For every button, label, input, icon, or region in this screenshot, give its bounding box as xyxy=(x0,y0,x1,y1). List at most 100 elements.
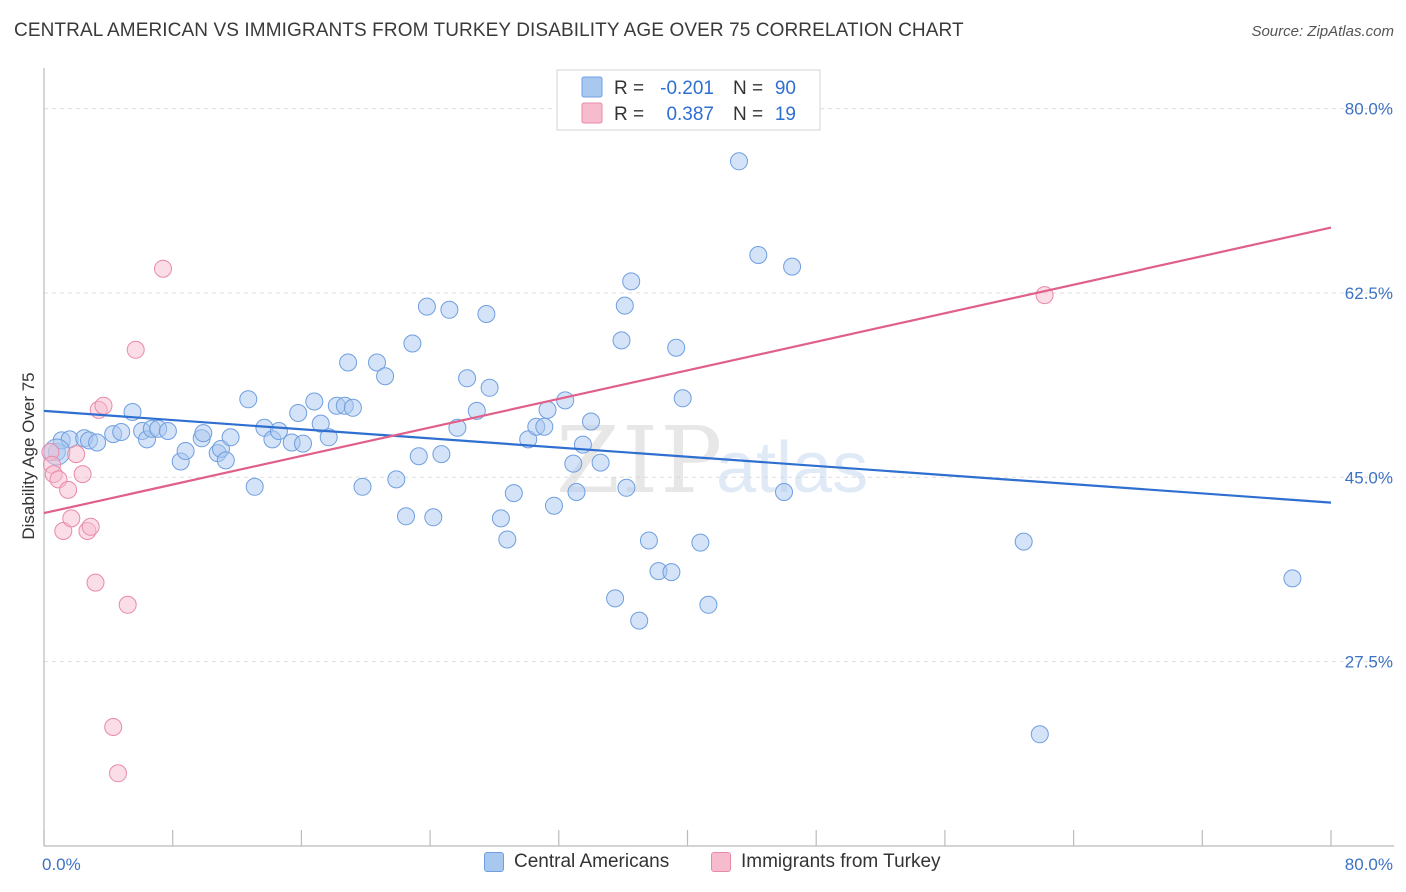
data-point xyxy=(730,152,748,171)
data-point xyxy=(194,424,213,443)
data-point xyxy=(775,483,793,501)
legend-r-label-2: R = xyxy=(614,104,644,125)
trend-lines xyxy=(43,226,1332,515)
y-tick-labels: 27.5% 45.0% 62.5% 80.0% xyxy=(1345,100,1393,672)
data-point xyxy=(662,563,681,582)
legend-n-label-1: N = xyxy=(733,78,763,99)
data-point xyxy=(535,417,554,436)
data-point xyxy=(118,595,137,614)
data-point xyxy=(311,414,330,433)
legend-label-immigrants-from-turkey: Immigrants from Turkey xyxy=(741,851,941,872)
data-point xyxy=(567,483,586,501)
legend-n-label-2: N = xyxy=(733,104,763,125)
data-point xyxy=(612,331,631,350)
data-point xyxy=(245,477,264,496)
gridlines xyxy=(44,108,1394,663)
data-point xyxy=(424,508,443,527)
data-point xyxy=(538,400,557,419)
data-point xyxy=(630,611,649,630)
data-point xyxy=(376,367,395,386)
data-point xyxy=(477,305,496,323)
data-point xyxy=(417,297,436,316)
data-point xyxy=(86,573,105,592)
y-tick-label: 80.0% xyxy=(1345,100,1393,119)
data-point xyxy=(81,517,100,536)
data-point xyxy=(289,404,308,422)
source-label: Source: ZipAtlas.com xyxy=(1251,23,1394,40)
legend-r-value-1: -0.201 xyxy=(660,78,714,99)
data-point xyxy=(1014,532,1033,551)
series-immigrants-from-turkey xyxy=(41,259,1054,783)
y-tick-label: 45.0% xyxy=(1345,468,1393,487)
data-point xyxy=(440,300,459,319)
data-point xyxy=(564,454,583,473)
data-point xyxy=(112,423,131,441)
data-point xyxy=(480,378,499,397)
data-point xyxy=(591,453,610,472)
data-point xyxy=(403,334,422,353)
data-point xyxy=(491,509,510,528)
data-point xyxy=(176,442,195,460)
y-tick-label: 27.5% xyxy=(1345,653,1393,672)
data-point xyxy=(154,259,172,278)
series-central-americans xyxy=(43,152,1302,744)
data-point xyxy=(1283,569,1302,588)
data-point xyxy=(158,422,177,440)
data-point xyxy=(104,718,123,736)
data-point xyxy=(749,246,768,264)
data-point xyxy=(67,445,86,464)
data-point xyxy=(432,445,451,464)
data-point xyxy=(498,530,517,549)
data-point xyxy=(387,470,406,489)
data-point xyxy=(667,338,686,357)
legend-r-label-1: R = xyxy=(614,78,644,99)
data-point xyxy=(699,595,718,614)
data-point xyxy=(339,353,358,372)
data-point xyxy=(294,434,312,453)
data-point xyxy=(622,272,641,291)
legend-swatch-immigrants-from-turkey xyxy=(711,852,731,872)
x-tick-label-max: 80.0% xyxy=(1345,855,1393,874)
trend-line xyxy=(43,226,1332,515)
data-point xyxy=(519,430,538,449)
data-point xyxy=(59,480,78,499)
legend-swatch-blue xyxy=(581,76,603,98)
legend-n-value-2: 19 xyxy=(775,104,796,125)
data-point xyxy=(73,465,92,484)
data-point xyxy=(617,478,636,497)
data-point xyxy=(343,398,362,417)
legend-label-central-americans: Central Americans xyxy=(514,851,670,872)
data-point xyxy=(88,433,107,452)
page-title: CENTRAL AMERICAN VS IMMIGRANTS FROM TURK… xyxy=(14,20,964,41)
legend-swatch-pink xyxy=(581,102,603,124)
y-axis-title: Disability Age Over 75 xyxy=(19,372,38,539)
data-point xyxy=(1030,725,1049,744)
y-tick-label: 62.5% xyxy=(1345,284,1393,303)
data-point xyxy=(606,589,625,608)
data-point xyxy=(458,369,477,388)
data-point xyxy=(504,484,523,503)
legend-r-value-2: 0.387 xyxy=(666,104,714,125)
data-point xyxy=(216,451,235,470)
data-point xyxy=(783,257,802,276)
data-point xyxy=(221,428,240,447)
data-point xyxy=(556,391,575,410)
x-axis-ticks xyxy=(43,830,1332,846)
data-point xyxy=(691,533,710,552)
data-point xyxy=(397,507,415,526)
data-point xyxy=(673,389,692,408)
data-point xyxy=(582,412,600,431)
data-point xyxy=(319,428,338,447)
x-tick-label-min: 0.0% xyxy=(42,855,81,874)
legend-n-value-1: 90 xyxy=(775,78,796,99)
data-point xyxy=(305,392,324,411)
data-point xyxy=(94,396,113,415)
data-point xyxy=(615,296,634,315)
data-point xyxy=(448,418,467,437)
bottom-legend-item-central-americans: Central Americans xyxy=(484,851,669,873)
data-point xyxy=(239,390,258,409)
data-point xyxy=(62,509,81,528)
data-point xyxy=(639,531,658,550)
data-point xyxy=(368,353,386,372)
